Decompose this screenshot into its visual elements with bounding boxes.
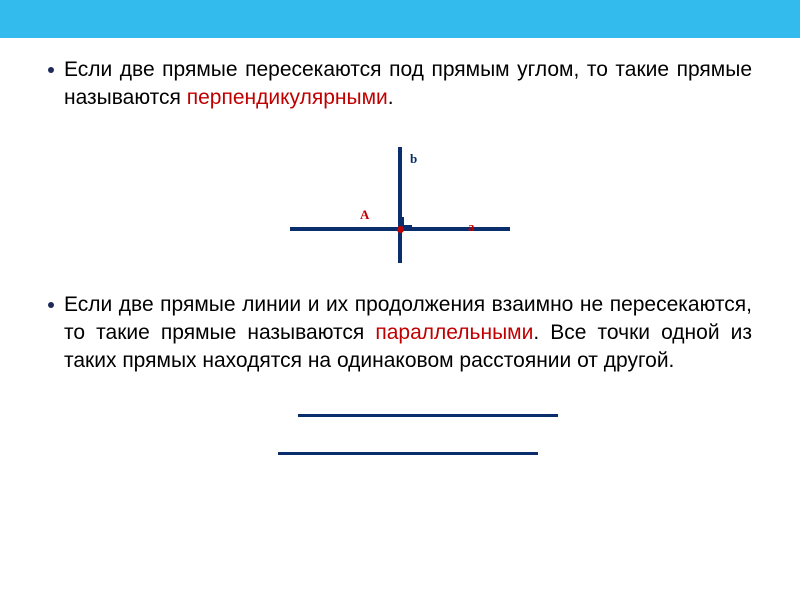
parallel-line-1 <box>298 414 558 417</box>
bullet-1-post: . <box>388 86 394 109</box>
bullet-1-highlight: перпендикулярными <box>187 86 388 109</box>
label-A: A <box>360 207 369 223</box>
bullet-2-highlight: параллельными <box>375 321 533 344</box>
parallel-diagram <box>48 394 752 514</box>
vertical-line <box>398 147 402 263</box>
bullet-dot-icon <box>48 67 54 73</box>
parallel-line-2 <box>278 452 538 455</box>
bullet-2: Если две прямые линии и их продолжения в… <box>48 291 752 376</box>
bullet-dot-icon <box>48 302 54 308</box>
header-bar <box>0 0 800 38</box>
slide-content: Если две прямые пересекаются под прямым … <box>0 38 800 514</box>
bullet-1-pre: Если две прямые пересекаются под прямым … <box>64 58 752 109</box>
intersection-point <box>397 226 404 233</box>
label-a: a <box>468 219 475 235</box>
perpendicular-diagram: A a b <box>48 125 752 275</box>
label-b: b <box>410 151 417 167</box>
bullet-1-text: Если две прямые пересекаются под прямым … <box>64 56 752 113</box>
right-angle-icon <box>402 217 412 227</box>
bullet-2-text: Если две прямые линии и их продолжения в… <box>64 291 752 376</box>
bullet-1: Если две прямые пересекаются под прямым … <box>48 56 752 113</box>
